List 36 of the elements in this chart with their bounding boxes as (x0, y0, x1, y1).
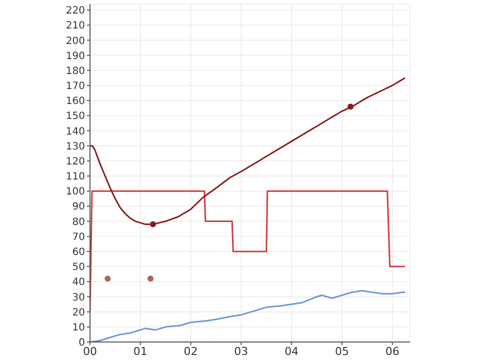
x-tick-label: 03 (234, 344, 248, 358)
y-tick-label: 40 (72, 277, 85, 288)
y-tick-label: 100 (66, 186, 85, 198)
y-tick-label: 50 (72, 262, 85, 274)
line-series (90, 290, 406, 342)
y-tick-label: 190 (66, 50, 85, 62)
y-tick-label: 20 (72, 307, 85, 318)
y-tick-label: 130 (66, 141, 85, 152)
y-tick-label: 200 (66, 36, 85, 47)
x-tick-label: 04 (284, 344, 299, 358)
y-tick-label: 160 (66, 96, 85, 108)
y-tick-label: 60 (72, 247, 85, 258)
y-tick-label: 210 (66, 20, 85, 32)
y-tick-label: 220 (66, 6, 85, 17)
y-tick-label: 90 (72, 202, 85, 213)
y-tick-label: 170 (66, 81, 85, 92)
point (147, 276, 154, 282)
y-tick-label: 70 (72, 232, 85, 243)
point (150, 221, 156, 228)
y-tick-label: 10 (72, 322, 85, 334)
y-tick-label: 30 (72, 292, 85, 304)
y-tick-label: 110 (66, 172, 85, 183)
x-tick-label: 05 (334, 344, 349, 358)
point (104, 276, 111, 282)
y-tick-label: 140 (66, 126, 85, 138)
point (348, 104, 354, 110)
x-tick-label: 01 (133, 344, 148, 358)
line-series (90, 190, 406, 313)
y-tick-label: 120 (66, 156, 85, 168)
y-tick-label: 80 (72, 216, 85, 228)
y-tick-label: 150 (66, 111, 85, 122)
x-tick-label: 00 (83, 344, 97, 358)
y-tick-label: 0 (78, 338, 85, 349)
x-tick-label: 02 (184, 344, 198, 358)
x-tick-label: 06 (385, 344, 400, 358)
y-tick-label: 180 (66, 66, 85, 77)
